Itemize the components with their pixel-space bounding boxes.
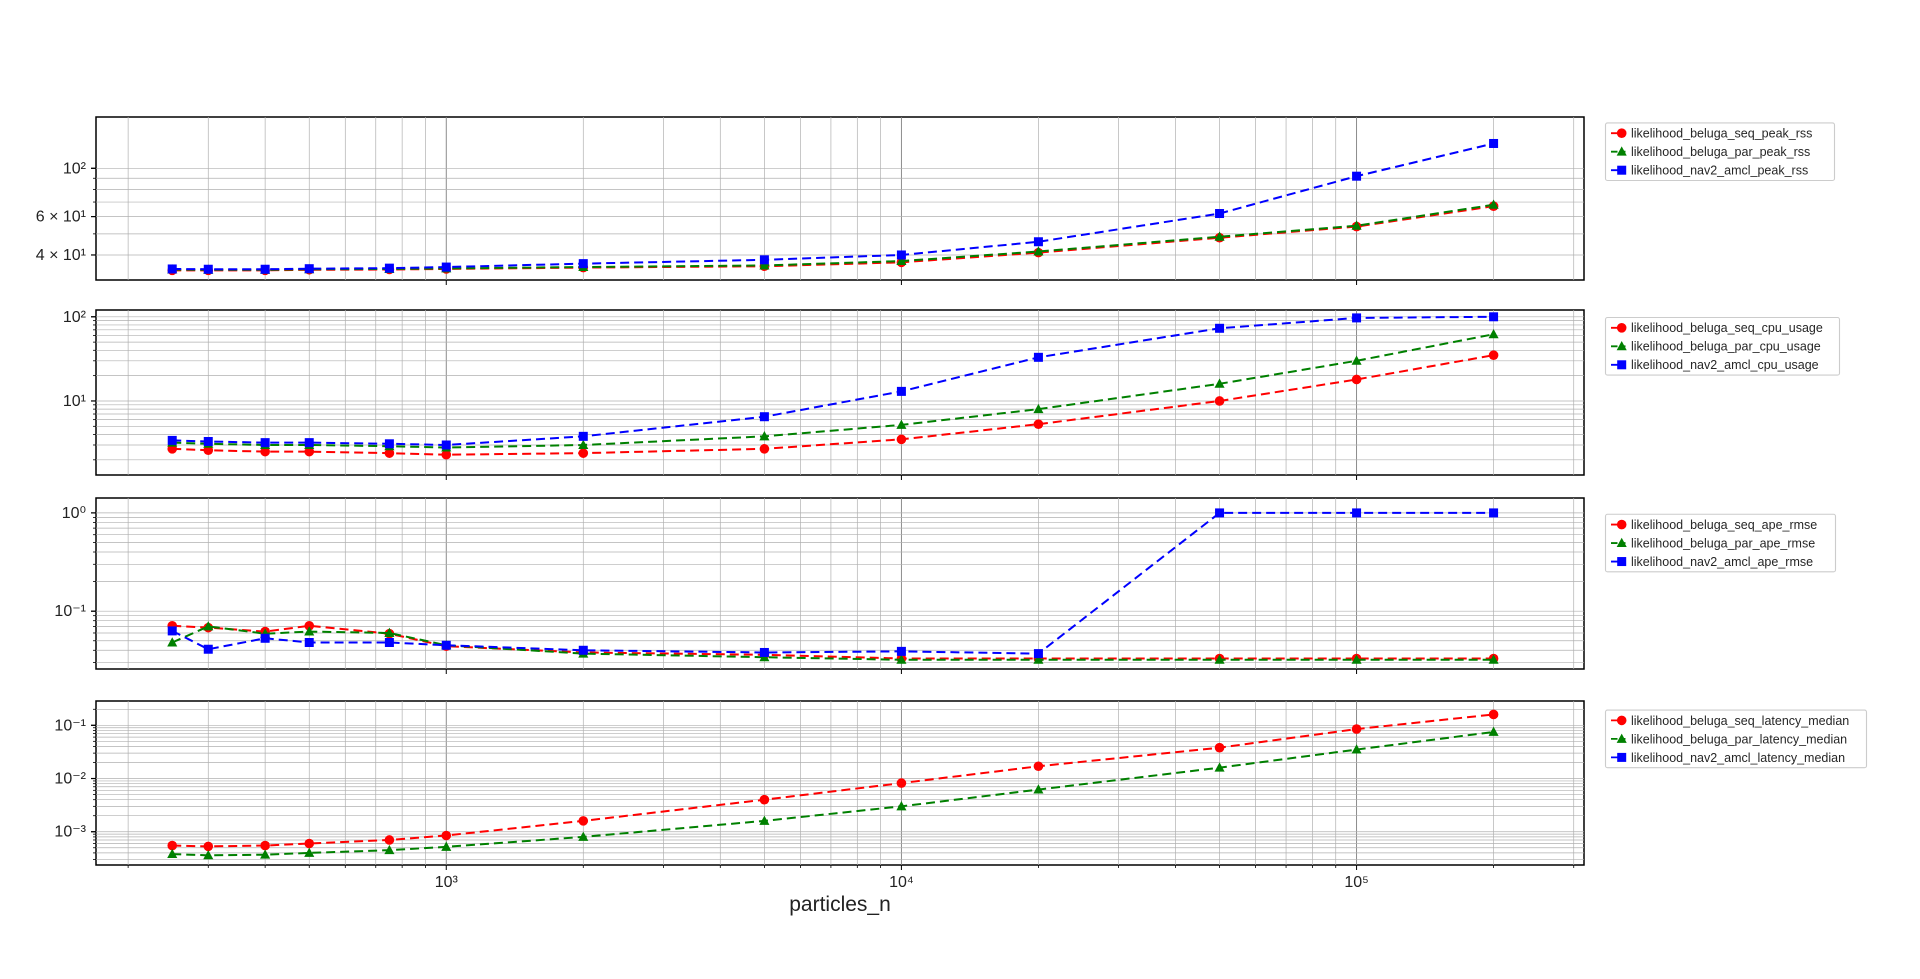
svg-text:10⁴: 10⁴ [889,874,914,891]
svg-text:likelihood_nav2_amcl_peak_rss: likelihood_nav2_amcl_peak_rss [1631,164,1808,178]
svg-text:likelihood_beluga_par_ape_rmse: likelihood_beluga_par_ape_rmse [1631,536,1815,550]
svg-text:likelihood_beluga_par_peak_rss: likelihood_beluga_par_peak_rss [1631,145,1810,159]
svg-text:likelihood_beluga_seq_latency_: likelihood_beluga_seq_latency_median [1631,714,1849,728]
svg-text:particles_n: particles_n [789,893,891,916]
svg-text:10⁻²: 10⁻² [54,771,86,788]
svg-text:likelihood_beluga_seq_ape_rmse: likelihood_beluga_seq_ape_rmse [1631,518,1817,532]
svg-text:4 × 10¹: 4 × 10¹ [36,247,86,264]
svg-text:likelihood_beluga_seq_peak_rss: likelihood_beluga_seq_peak_rss [1631,127,1812,141]
svg-text:10²: 10² [63,309,87,326]
svg-text:likelihood_nav2_amcl_latency_m: likelihood_nav2_amcl_latency_median [1631,751,1845,765]
svg-text:likelihood_nav2_amcl_cpu_usage: likelihood_nav2_amcl_cpu_usage [1631,358,1819,372]
svg-text:10⁻¹: 10⁻¹ [54,717,86,734]
svg-text:10⁻¹: 10⁻¹ [54,603,86,620]
svg-text:10⁵: 10⁵ [1344,874,1368,891]
svg-text:10⁰: 10⁰ [62,505,86,522]
svg-text:likelihood_beluga_seq_cpu_usag: likelihood_beluga_seq_cpu_usage [1631,321,1823,335]
svg-text:likelihood_beluga_par_cpu_usag: likelihood_beluga_par_cpu_usage [1631,340,1821,354]
svg-text:likelihood_nav2_amcl_ape_rmse: likelihood_nav2_amcl_ape_rmse [1631,555,1813,569]
svg-text:likelihood_beluga_par_latency_: likelihood_beluga_par_latency_median [1631,732,1847,746]
svg-text:10²: 10² [63,160,87,177]
svg-text:10¹: 10¹ [63,393,86,410]
svg-text:6 × 10¹: 6 × 10¹ [36,209,86,226]
svg-text:10³: 10³ [435,874,459,891]
svg-text:10⁻³: 10⁻³ [54,824,86,841]
